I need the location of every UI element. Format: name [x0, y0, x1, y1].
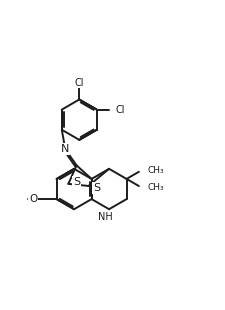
Text: CH₃: CH₃ [147, 183, 164, 192]
Text: S: S [93, 183, 100, 193]
Text: O: O [29, 194, 38, 204]
Text: S: S [73, 177, 80, 187]
Text: N: N [61, 144, 70, 154]
Text: NH: NH [98, 212, 113, 222]
Text: Cl: Cl [115, 104, 124, 115]
Text: Cl: Cl [74, 78, 84, 88]
Text: CH₃: CH₃ [147, 166, 164, 175]
